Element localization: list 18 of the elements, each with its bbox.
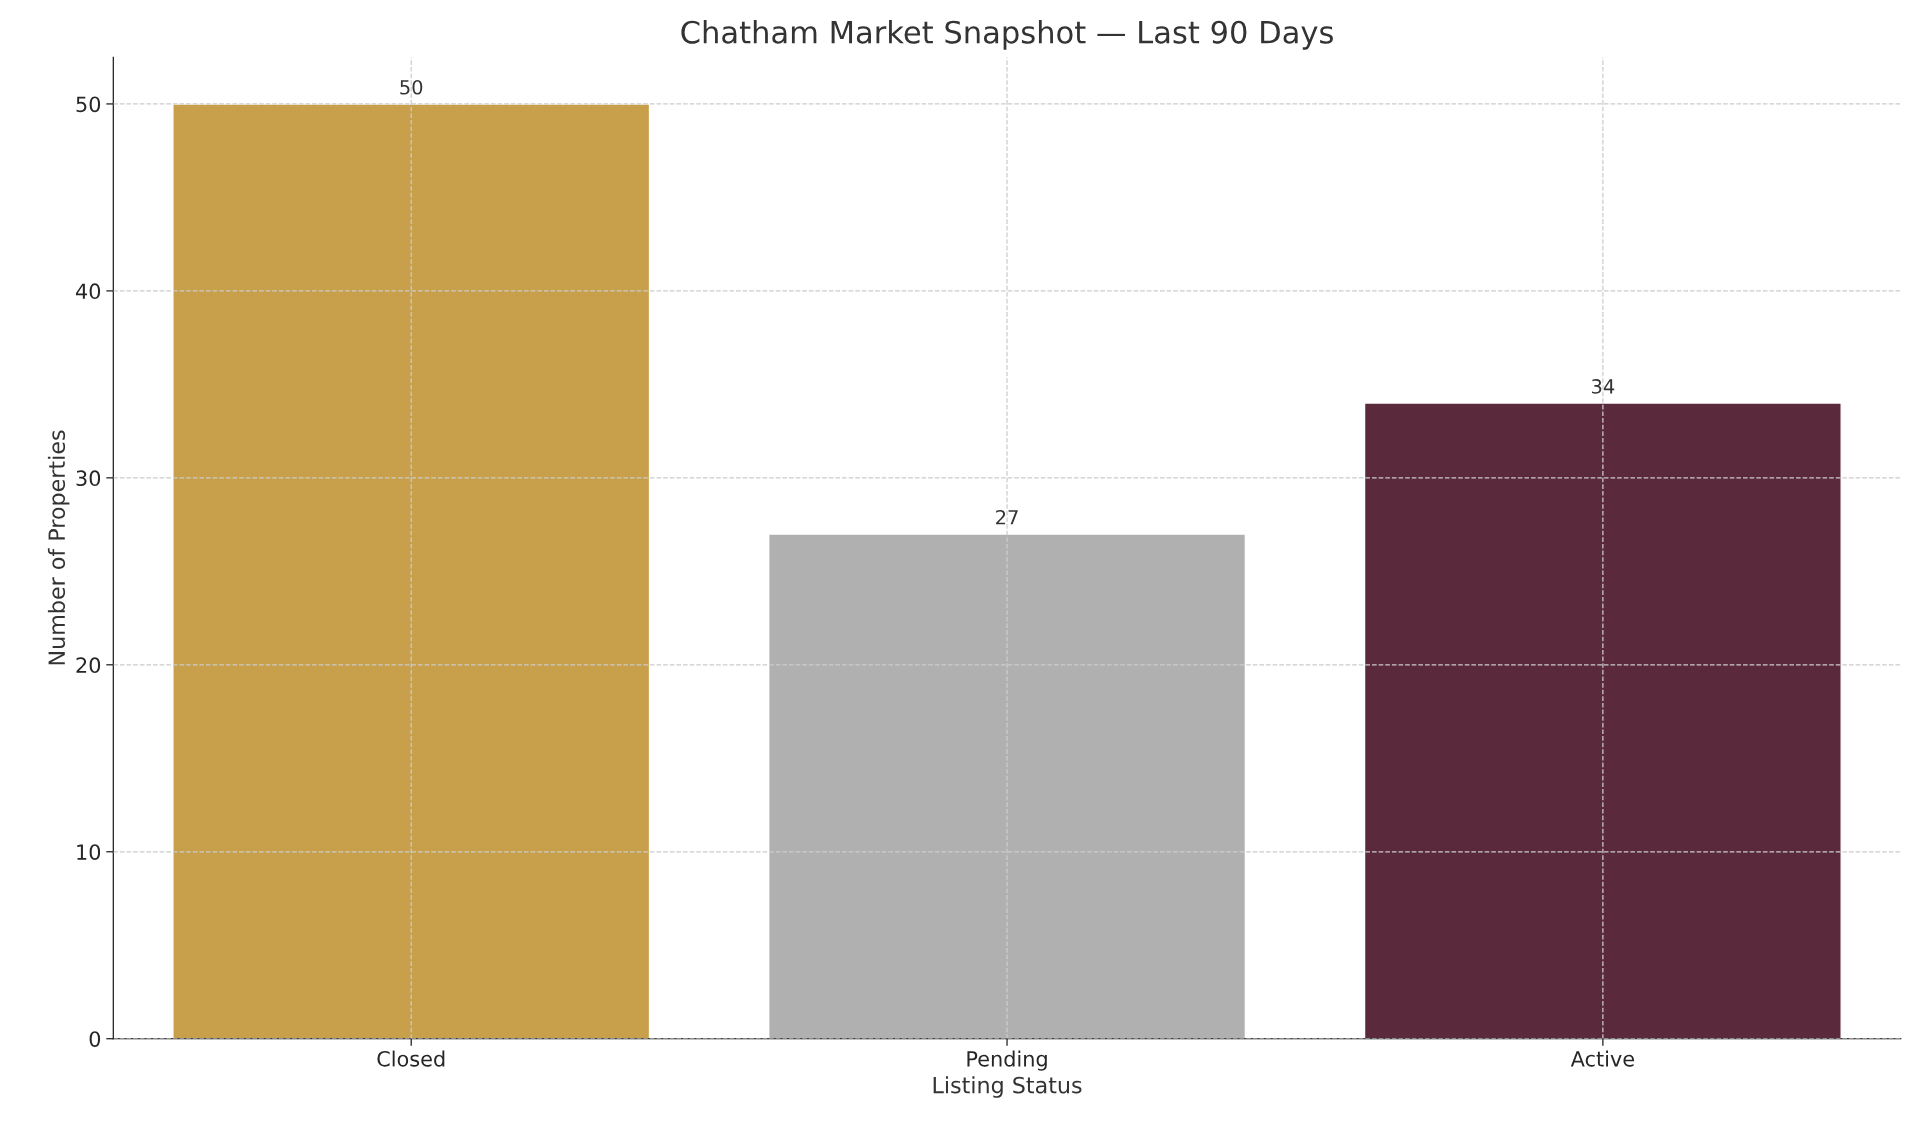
bar (768, 533, 1247, 1039)
y-tick-label: 0 (89, 1031, 101, 1047)
y-tick-label: 50 (76, 96, 101, 113)
data-label: 27 (996, 509, 1018, 525)
x-tick-label: Pending (967, 1050, 1047, 1071)
x-tick-label: Closed (377, 1050, 445, 1067)
x-axis-title: Listing Status (933, 1076, 1082, 1098)
data-label: 50 (400, 79, 423, 95)
y-tick-label: 10 (77, 844, 101, 860)
data-label: 34 (1591, 379, 1615, 394)
bar (172, 103, 651, 1039)
y-axis-title: Number of Properties (47, 430, 70, 665)
y-tick-label: 30 (76, 470, 101, 487)
y-tick-label: 40 (75, 283, 101, 300)
bar (1363, 402, 1842, 1039)
y-tick-label: 20 (76, 657, 101, 674)
x-tick-label: Active (1570, 1050, 1634, 1067)
chart-title: Chatham Market Snapshot — Last 90 Days (681, 20, 1333, 50)
